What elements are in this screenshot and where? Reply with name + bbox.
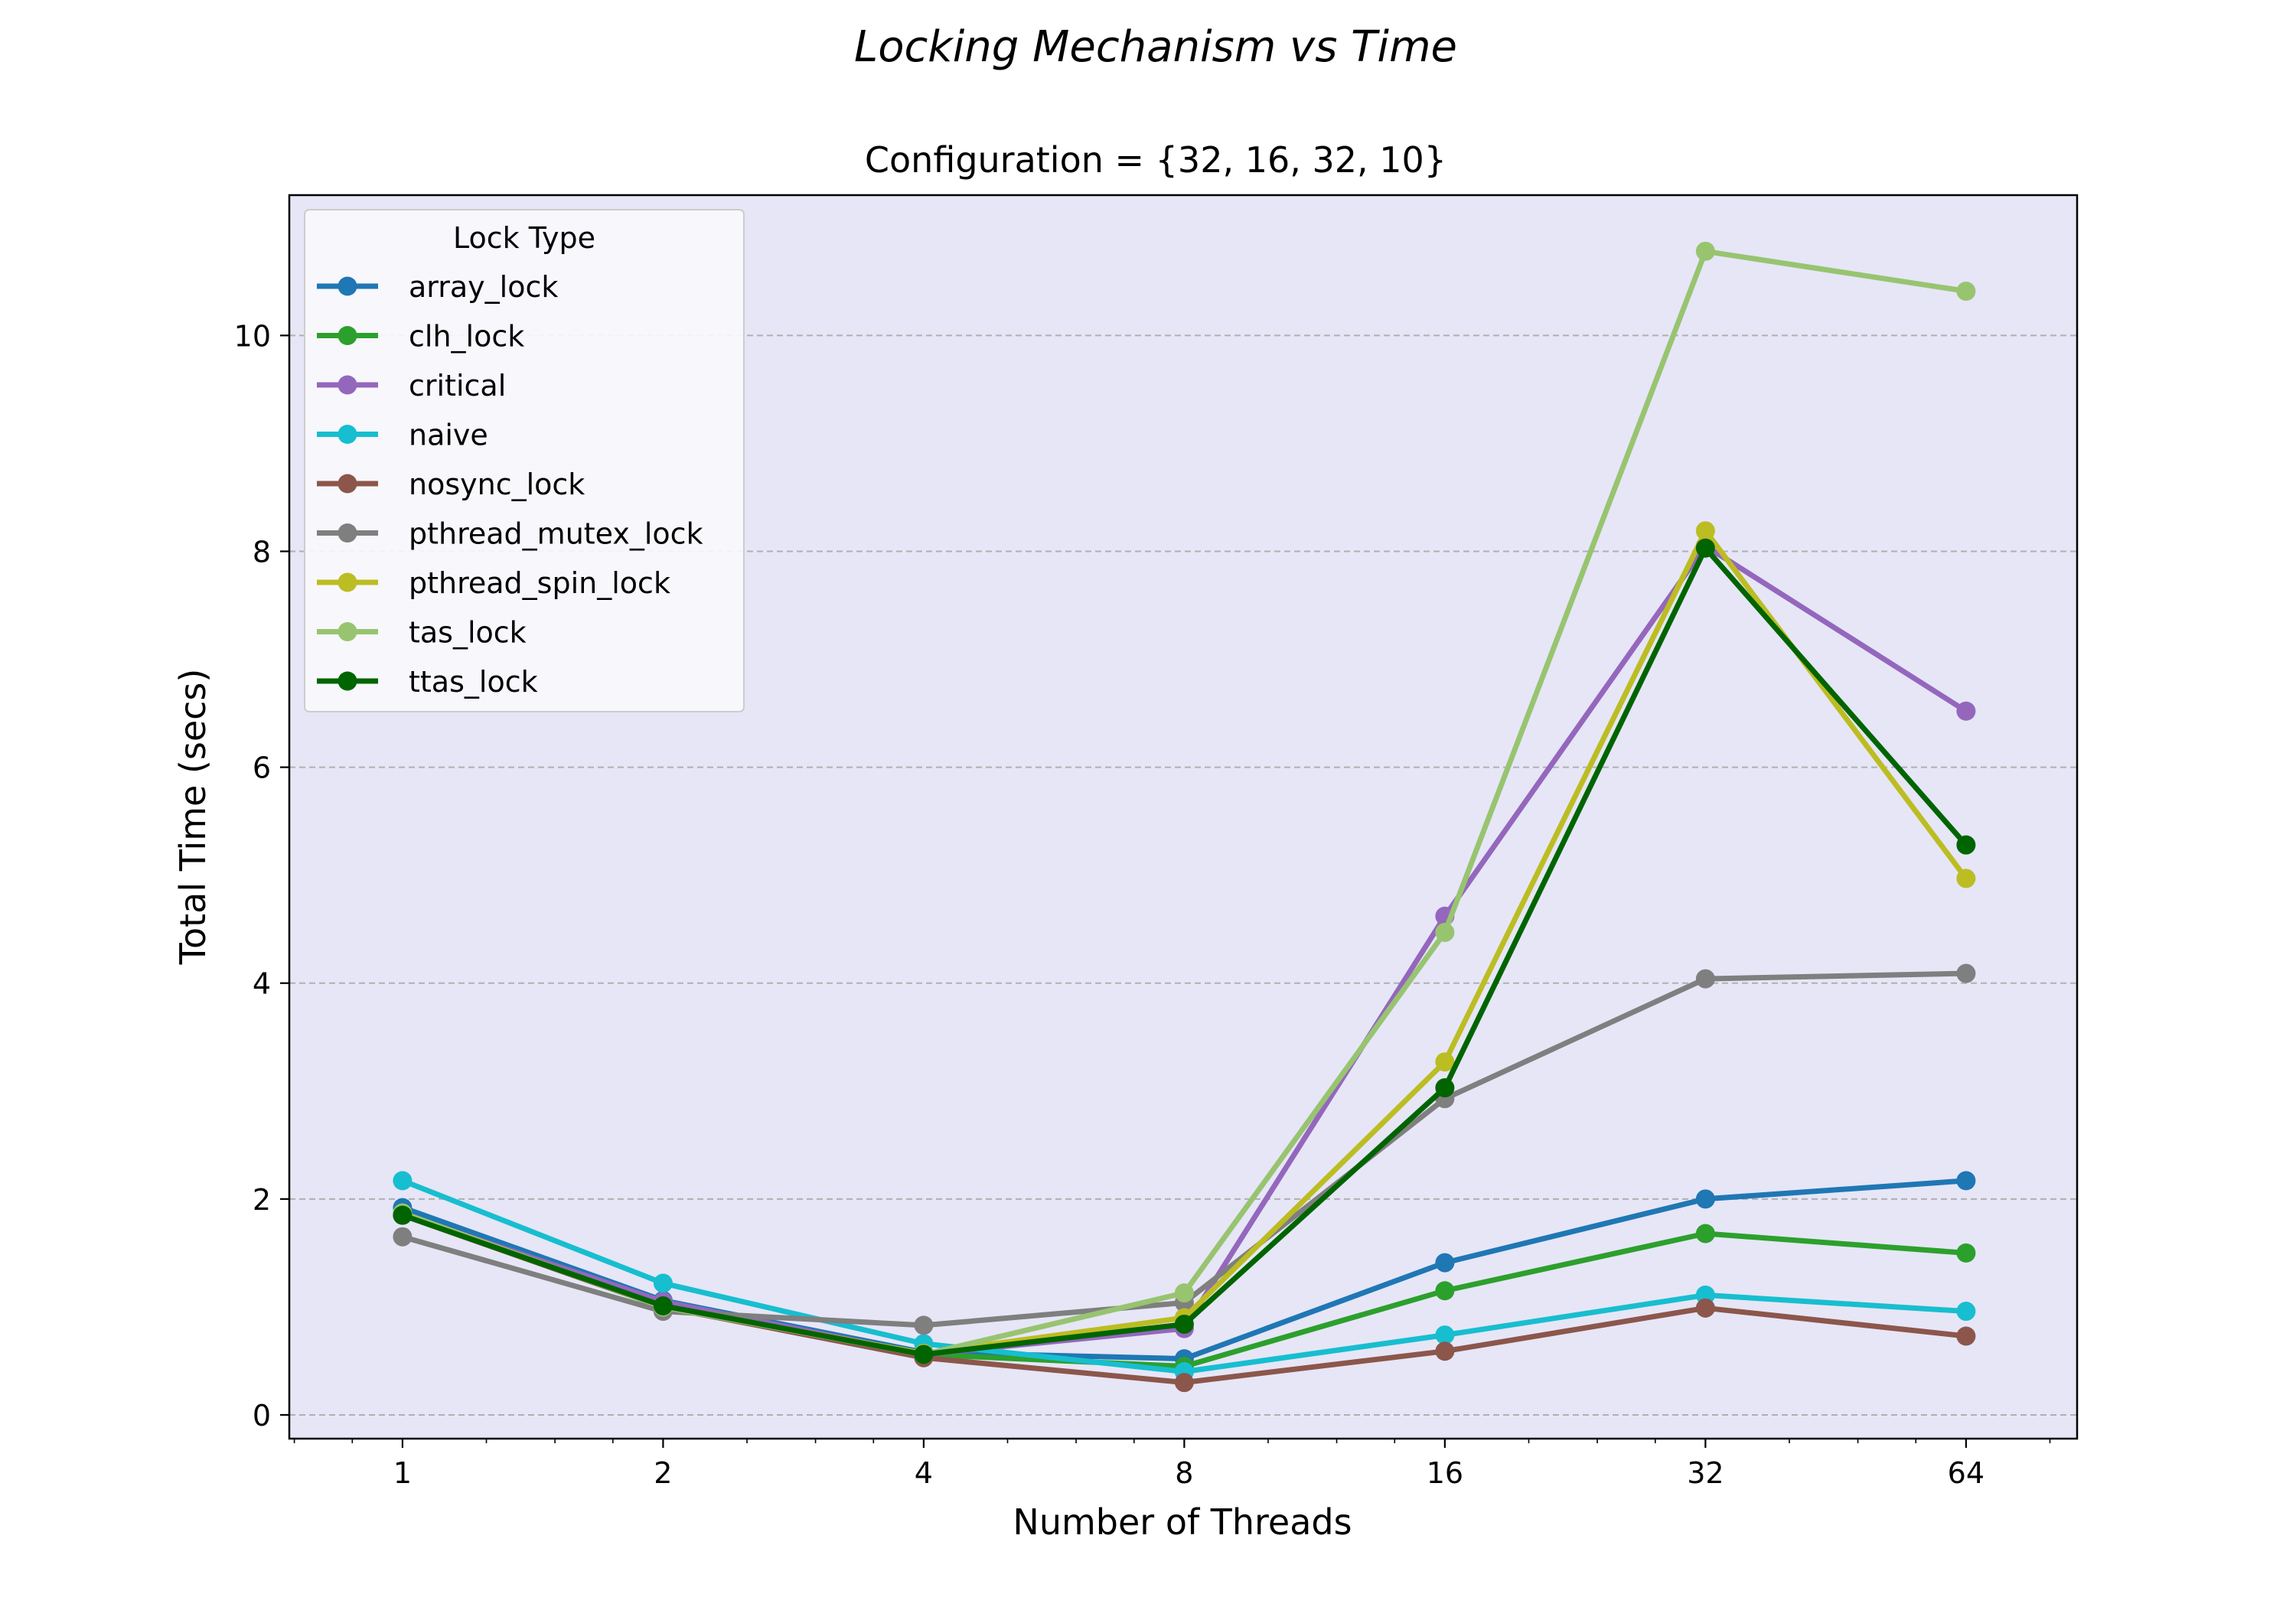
legend: Lock Type array_lock clh_lock critical naive… [304,209,745,712]
legend-entry-pthread_spin_lock: pthread_spin_lock [317,566,670,600]
y-axis-label: Total Time (secs) [172,669,214,966]
legend-label: pthread_spin_lock [409,566,670,600]
legend-label: ttas_lock [409,665,538,699]
legend-box [304,209,745,712]
legend-swatch-marker [338,276,357,296]
y-tick-label: 6 [253,751,271,785]
data-point [1695,521,1715,541]
x-axis-label: Number of Threads [1013,1501,1352,1543]
legend-label: tas_lock [409,616,527,650]
y-tick-label: 4 [253,967,271,1001]
data-point [653,1273,673,1293]
data-point [1695,1189,1715,1209]
x-tick-label: 64 [1948,1456,1985,1490]
series-layer [393,241,1976,1393]
legend-swatch-marker [338,622,357,641]
data-point [1174,1373,1194,1393]
legend-swatch-marker [338,474,357,494]
chart-suptitle: Locking Mechanism vs Time [854,22,1457,72]
data-point [1174,1314,1194,1334]
x-tick-label: 4 [915,1456,933,1490]
x-tick-label: 16 [1427,1456,1463,1490]
x-tick-label: 8 [1175,1456,1193,1490]
legend-label: critical [409,369,506,403]
data-point [1435,1052,1455,1072]
series-ttas_lock [393,538,1976,1364]
legend-entry-critical: critical [317,369,506,403]
legend-label: array_lock [409,270,558,304]
data-point [1956,1326,1976,1346]
data-point [1435,1325,1455,1345]
y-tick-label: 10 [234,319,271,353]
data-point [1435,1078,1455,1098]
legend-swatch-marker [338,375,357,395]
x-tick-label: 32 [1687,1456,1724,1490]
legend-entry-nosync_lock: nosync_lock [317,468,585,501]
data-point [1956,1243,1976,1263]
data-point [1695,969,1715,989]
legend-swatch-marker [338,671,357,691]
data-point [1956,282,1976,302]
legend-entry-clh_lock: clh_lock [317,320,524,354]
data-point [1695,1224,1715,1244]
data-point [1174,1283,1194,1303]
data-point [393,1171,413,1191]
legend-entry-array_lock: array_lock [317,270,558,304]
legend-label: clh_lock [409,320,524,354]
y-tick-label: 2 [253,1183,271,1217]
data-point [1695,538,1715,558]
data-point [914,1315,934,1335]
data-point [1435,1341,1455,1361]
data-point [1956,963,1976,983]
data-point [1435,922,1455,942]
data-point [1956,835,1976,855]
x-tick-label: 2 [654,1456,672,1490]
data-point [1695,1298,1715,1318]
y-tick-label: 8 [253,535,271,569]
legend-title: Lock Type [453,221,595,255]
legend-entry-naive: naive [317,419,488,452]
data-point [1435,1281,1455,1301]
legend-entry-tas_lock: tas_lock [317,616,527,650]
legend-label: naive [409,419,488,452]
legend-label: nosync_lock [409,468,585,501]
legend-label: pthread_mutex_lock [409,517,703,551]
legend-swatch-marker [338,572,357,592]
data-point [393,1227,413,1247]
data-point [1956,1302,1976,1322]
data-point [653,1296,673,1315]
data-point [1435,1253,1455,1273]
data-point [393,1205,413,1225]
legend-swatch-marker [338,523,357,543]
chart-title: Configuration = {32, 16, 32, 10} [865,139,1446,181]
legend-swatch-marker [338,425,357,444]
legend-entry-pthread_mutex_lock: pthread_mutex_lock [317,517,703,551]
legend-swatch-marker [338,326,357,345]
x-tick-label: 1 [393,1456,412,1490]
data-point [1695,241,1715,261]
data-point [914,1345,934,1364]
data-point [1956,869,1976,888]
y-tick-label: 0 [253,1399,271,1433]
data-point [1956,701,1976,721]
legend-entry-ttas_lock: ttas_lock [317,665,538,699]
plot-frame [288,194,2079,1440]
data-point [1956,1171,1976,1191]
